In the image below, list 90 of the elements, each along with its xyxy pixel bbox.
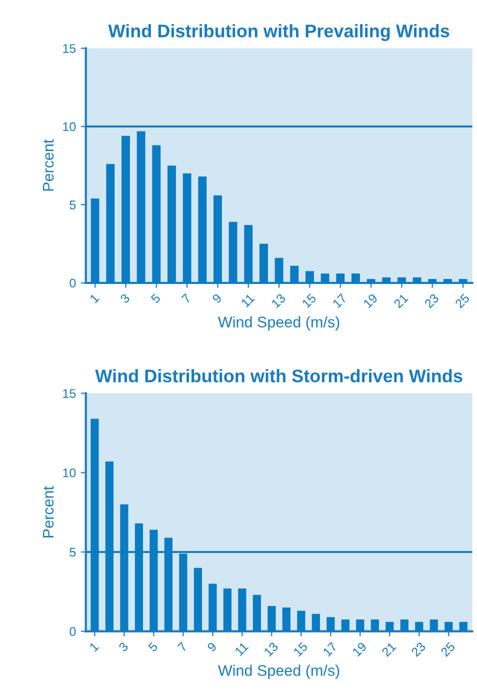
bar [326, 617, 335, 632]
bar [428, 278, 437, 283]
x-tick-label: 21 [381, 642, 396, 657]
bar [370, 619, 379, 632]
x-tick-label: 25 [440, 642, 456, 657]
x-tick-label: 15 [302, 293, 317, 308]
y-tick-label: 10 [63, 468, 76, 478]
bar [259, 244, 268, 283]
x-axis-title: Wind Speed (m/s) [218, 316, 340, 330]
chart-title: Wind Distribution with Storm-driven Winds [95, 369, 462, 382]
bar [400, 619, 408, 632]
y-tick-label: 0 [70, 278, 76, 288]
x-tick-label: 5 [148, 642, 158, 652]
bar [305, 271, 314, 283]
bar [134, 523, 144, 632]
bar [290, 266, 299, 283]
bar [244, 225, 253, 283]
x-tick-label: 23 [410, 642, 426, 657]
bar [341, 619, 350, 632]
bar [274, 258, 284, 283]
bar [194, 568, 202, 632]
bar [282, 608, 290, 632]
bar [320, 274, 330, 283]
y-tick-label: 15 [63, 44, 76, 53]
x-tick-label: 17 [322, 642, 338, 657]
bar [90, 418, 99, 632]
bar [238, 588, 246, 632]
bar [312, 614, 320, 632]
bar [168, 166, 176, 283]
bar [351, 274, 360, 283]
y-tick-label: 15 [63, 389, 76, 398]
bar [397, 277, 406, 283]
y-tick-label: 5 [70, 200, 76, 210]
x-tick-label: 17 [332, 293, 348, 308]
bar [382, 277, 391, 283]
bar [336, 274, 345, 283]
x-tick-label: 3 [118, 642, 129, 652]
bar [136, 131, 146, 283]
x-tick-label: 25 [454, 293, 470, 308]
x-axis-title: Wind Speed (m/s) [218, 664, 340, 679]
bar [459, 622, 468, 632]
x-tick-label: 9 [212, 293, 222, 304]
x-tick-label: 15 [293, 642, 308, 657]
bar [106, 164, 115, 283]
bar [179, 554, 188, 632]
chart-title: Wind Distribution with Prevailing Winds [108, 24, 450, 42]
y-tick-label: 0 [70, 627, 76, 636]
bar [182, 173, 192, 283]
bar [150, 530, 158, 632]
x-tick-label: 21 [393, 293, 408, 308]
bar [223, 588, 232, 632]
bar [386, 622, 394, 632]
bar [252, 594, 261, 632]
bar [356, 619, 364, 632]
bar [214, 195, 222, 283]
x-tick-label: 13 [270, 293, 286, 308]
bar [105, 462, 114, 632]
x-tick-label: 1 [89, 642, 100, 652]
x-tick-label: 13 [264, 642, 279, 657]
bar [444, 622, 453, 632]
x-tick-label: 11 [234, 642, 249, 656]
bar [120, 504, 128, 632]
bar [297, 610, 306, 632]
bar [430, 619, 438, 632]
bar [228, 222, 238, 283]
x-tick-label: 9 [206, 642, 218, 652]
bar [164, 538, 172, 632]
bar [208, 584, 217, 632]
x-tick-label: 1 [89, 293, 100, 304]
bar [268, 606, 276, 632]
x-tick-label: 7 [177, 642, 188, 652]
y-axis-title: Percent [43, 486, 54, 538]
y-tick-label: 10 [63, 122, 76, 132]
x-tick-label: 7 [181, 293, 192, 304]
bar [366, 278, 376, 283]
bar [412, 277, 422, 283]
x-tick-label: 23 [424, 293, 440, 308]
bar [152, 145, 161, 283]
x-tick-label: 19 [352, 642, 368, 657]
bar [122, 136, 130, 283]
y-axis-title: Percent [43, 139, 54, 191]
y-tick-label: 5 [70, 548, 76, 557]
bar [90, 198, 100, 283]
bar [415, 622, 424, 632]
x-tick-label: 19 [362, 293, 378, 308]
bar [443, 278, 452, 283]
bar [198, 176, 207, 283]
x-tick-label: 5 [150, 293, 161, 304]
x-tick-label: 11 [240, 293, 255, 308]
x-tick-label: 3 [120, 293, 130, 304]
